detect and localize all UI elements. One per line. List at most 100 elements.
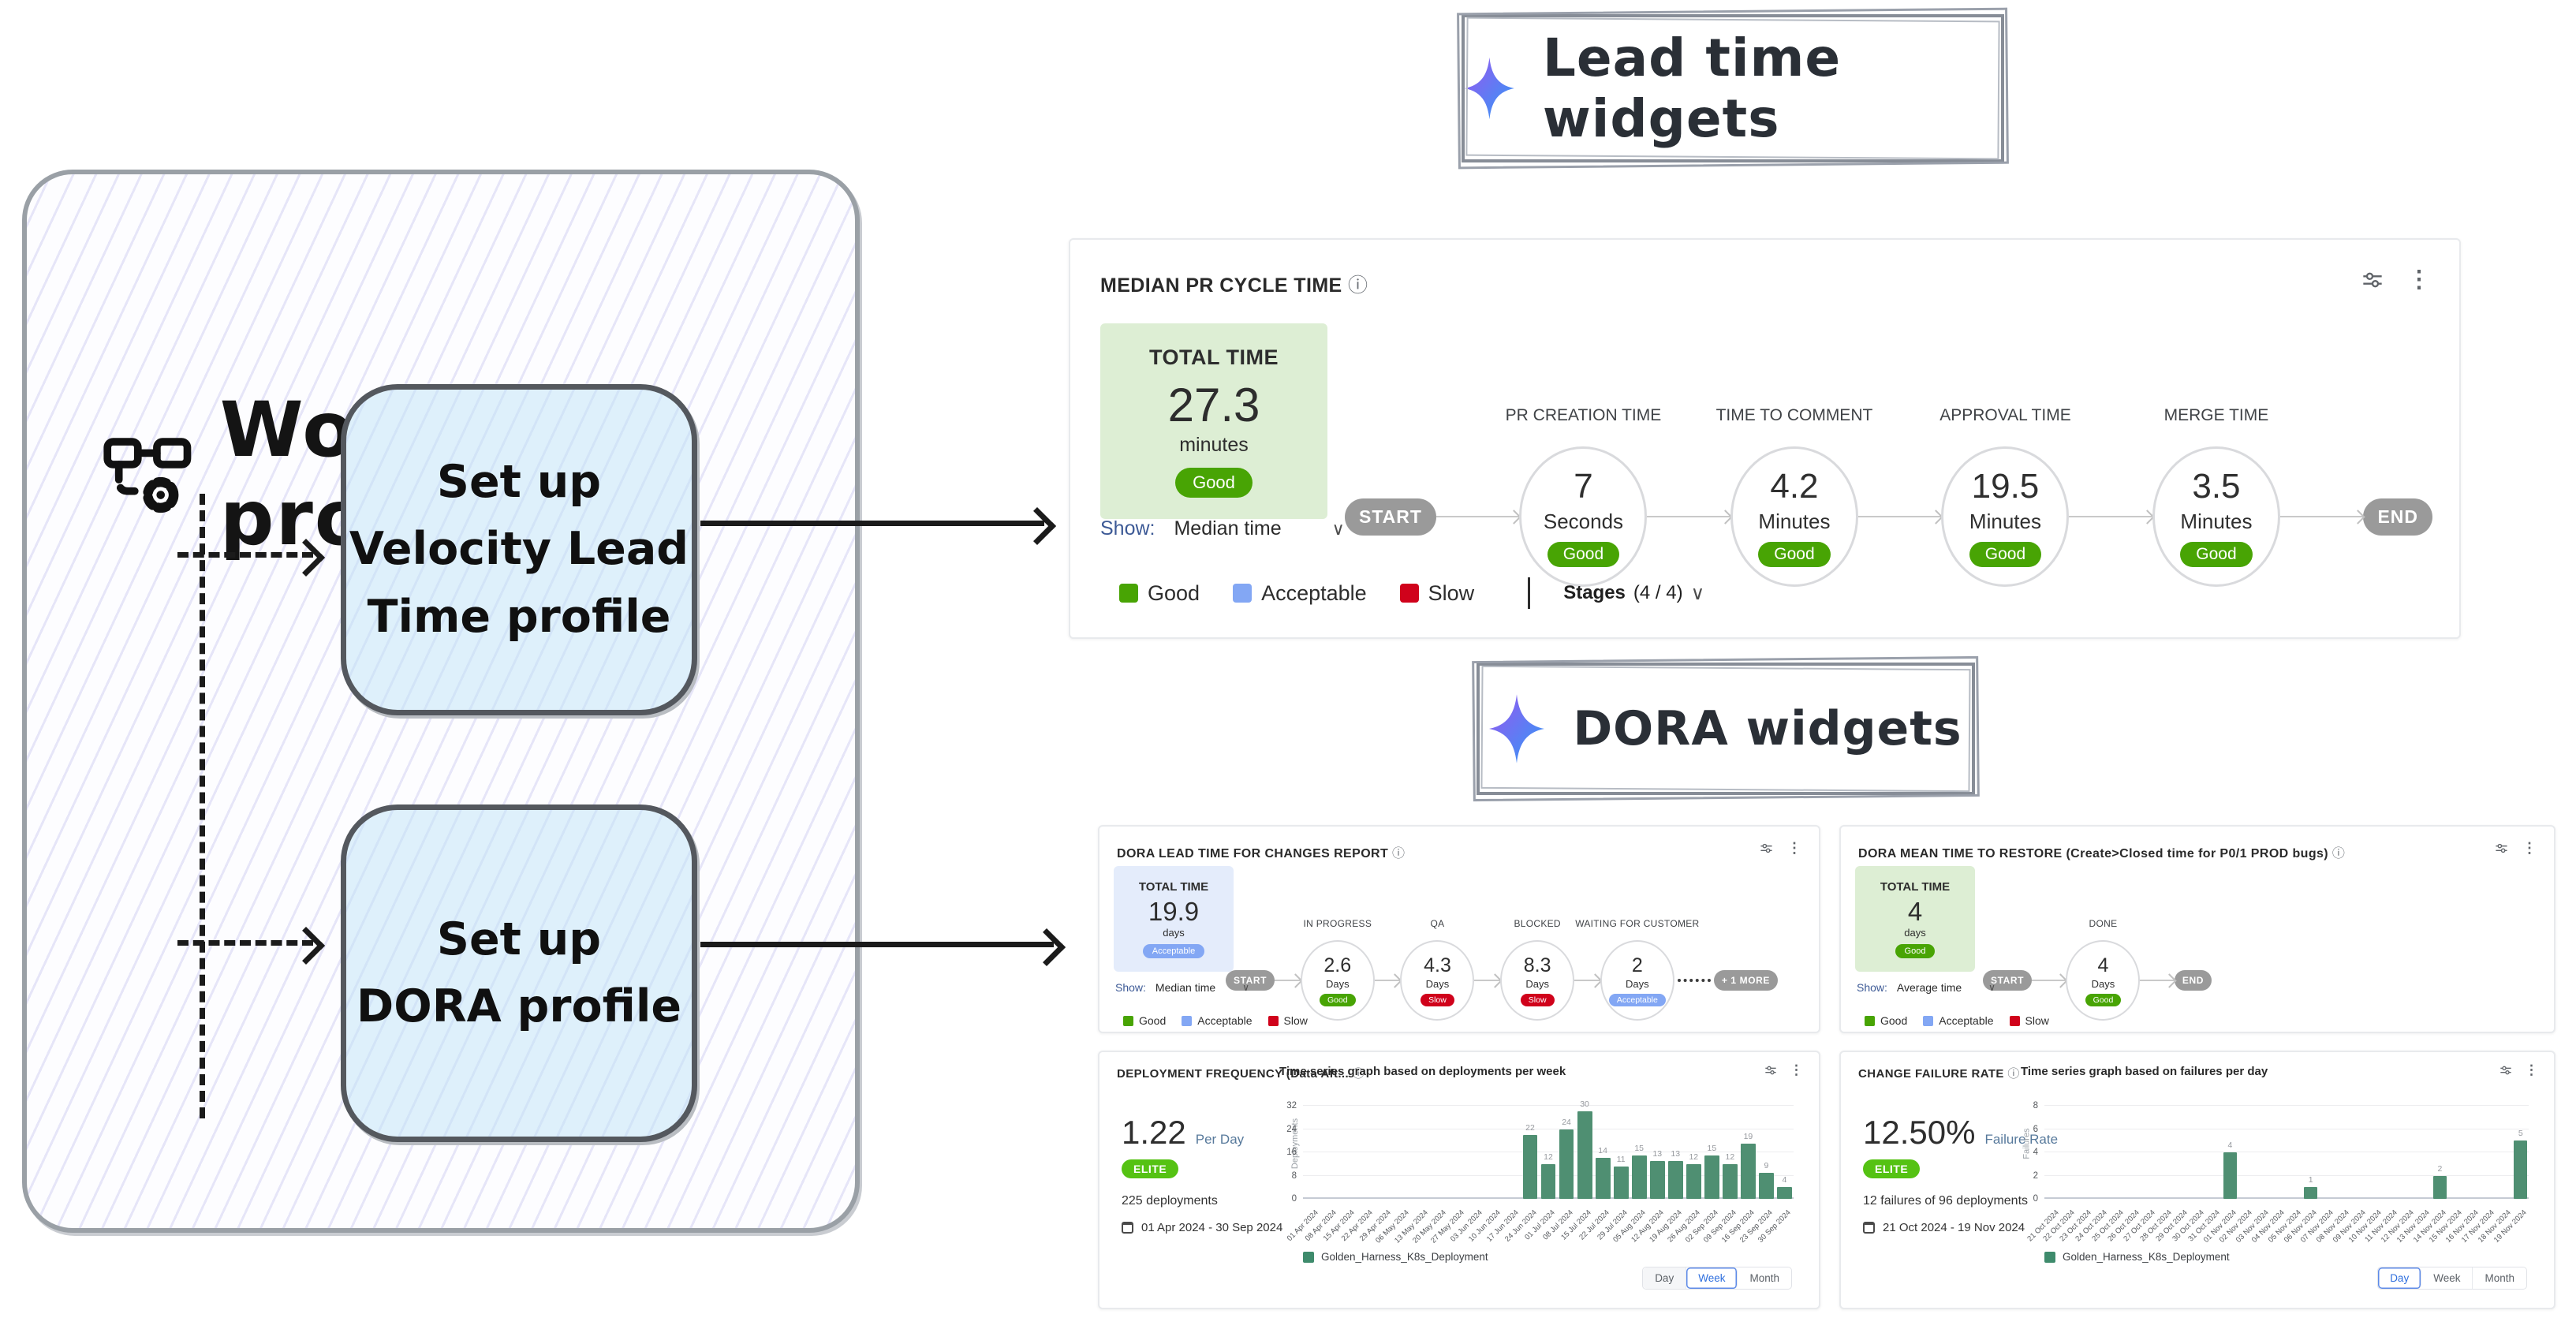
- widget-title: DORA MEAN TIME TO RESTORE (Create>Closed…: [1858, 847, 2346, 860]
- deployment-frequency-widget: DEPLOYMENT FREQUENCY (Data Aft... ⓘ Time…: [1098, 1051, 1820, 1309]
- toggle-day[interactable]: Day: [1643, 1267, 1687, 1289]
- legend: Good Acceptable Slow Stages (4 / 4) ∨: [1119, 577, 1704, 609]
- node-line: Time profile: [367, 590, 671, 643]
- granularity-toggle: Day Week Month: [2377, 1267, 2527, 1290]
- info-icon[interactable]: ⓘ: [1347, 274, 1368, 297]
- dashed-arrow-to-velocity: [177, 552, 313, 558]
- y-tick-label: 4: [2033, 1148, 2038, 1157]
- section-title: Lead time widgets: [1542, 28, 1842, 149]
- y-tick-label: 0: [1291, 1194, 1297, 1204]
- filter-sliders-icon[interactable]: [2495, 842, 2508, 855]
- legend-acceptable: Acceptable: [1233, 581, 1367, 606]
- dora-mttr-widget: DORA MEAN TIME TO RESTORE (Create>Closed…: [1839, 825, 2555, 1033]
- dora-lead-time-widget: DORA LEAD TIME FOR CHANGES REPORT ⓘ ⋮ TO…: [1098, 825, 1820, 1033]
- stage-done: DONE 4 Days Good: [2066, 918, 2141, 1021]
- status-badge: Good: [1319, 994, 1356, 1006]
- metric-suffix: Failure Rate: [1984, 1132, 2059, 1147]
- lead-time-widgets-frame: Lead time widgets: [1462, 14, 2004, 162]
- bar: [1613, 1167, 1629, 1199]
- info-icon[interactable]: ⓘ: [2331, 847, 2346, 860]
- stage-waiting-for-customer: WAITING FOR CUSTOMER 2 Days Acceptable: [1575, 918, 1699, 1021]
- info-icon[interactable]: ⓘ: [1392, 847, 1406, 860]
- legend-slow: Slow: [1399, 581, 1474, 606]
- info-icon[interactable]: ⓘ: [1352, 1067, 1365, 1081]
- gridline: [2044, 1105, 2529, 1106]
- dora-widgets-frame: DORA widgets: [1477, 663, 1975, 795]
- legend-swatch: [2044, 1251, 2055, 1263]
- median-pr-cycle-time-widget: MEDIAN PR CYCLE TIME ⓘ ⋮ TOTAL TIME 27.3…: [1069, 238, 2461, 639]
- y-tick-label: 24: [1286, 1124, 1297, 1134]
- toggle-month[interactable]: Month: [1738, 1267, 1791, 1289]
- bar-value-label: 15: [1634, 1143, 1645, 1153]
- section-title: DORA widgets: [1573, 701, 1962, 756]
- status-badge: Good: [1895, 943, 1936, 958]
- info-icon[interactable]: ⓘ: [2007, 1067, 2020, 1081]
- date-range: 21 Oct 2024 - 19 Nov 2024: [1863, 1221, 2025, 1234]
- bar: [1758, 1172, 1774, 1199]
- series-legend: Golden_Harness_K8s_Deployment: [2044, 1251, 2230, 1263]
- metric-value: 1.22: [1122, 1114, 1186, 1151]
- toggle-week[interactable]: Week: [1686, 1267, 1738, 1289]
- kebab-menu-icon[interactable]: ⋮: [2522, 840, 2537, 856]
- filter-sliders-icon[interactable]: [2499, 1064, 2512, 1077]
- bar: [1777, 1187, 1792, 1199]
- gridline: [2044, 1197, 2529, 1199]
- plot-area: 0 2 4 6 8 4 1 2 5: [2033, 1101, 2529, 1204]
- gridline: [1303, 1105, 1794, 1106]
- stage-flow: START IN PROGRESS 2.6 Days Good QA 4.3 D…: [1226, 918, 1779, 1021]
- bar-value-label: 2: [2437, 1163, 2443, 1174]
- divider: [1528, 577, 1531, 609]
- filter-sliders-icon[interactable]: [2361, 269, 2384, 291]
- metric: 1.22 Per Day: [1122, 1114, 1244, 1152]
- stages-selector[interactable]: Stages (4 / 4) ∨: [1563, 582, 1705, 604]
- y-tick-label: 8: [1291, 1170, 1297, 1181]
- show-selector[interactable]: Show: Median time ∨: [1100, 517, 1345, 539]
- kebab-menu-icon[interactable]: ⋮: [2407, 267, 2431, 293]
- node-line: Set up: [436, 455, 602, 508]
- total-time-box: TOTAL TIME 4 days Good: [1855, 866, 1975, 972]
- filter-sliders-icon[interactable]: [1760, 842, 1773, 855]
- kebab-menu-icon[interactable]: ⋮: [2525, 1062, 2538, 1077]
- bar: [2304, 1187, 2318, 1199]
- node-line: Set up: [436, 913, 602, 965]
- dashed-connector-vertical: [200, 494, 205, 1118]
- widget-title: MEDIAN PR CYCLE TIME ⓘ: [1100, 274, 1368, 297]
- bar-value-label: 13: [1671, 1149, 1681, 1159]
- show-selector[interactable]: Show: Average time ∨: [1857, 981, 1995, 994]
- bar: [1559, 1129, 1574, 1199]
- show-selector[interactable]: Show: Median time ∨: [1115, 981, 1249, 994]
- calendar-icon: [1863, 1222, 1875, 1234]
- plot-area: 0 8 16 24 32 22 12 24 30 14 11 15 13 13 12 15 12 19 9 4: [1286, 1099, 1794, 1204]
- total-time-label: TOTAL TIME: [1149, 345, 1279, 369]
- toggle-month[interactable]: Month: [2473, 1267, 2526, 1289]
- sparkle-icon: [1489, 692, 1544, 765]
- start-pill: START: [1983, 970, 2033, 991]
- y-tick-label: 2: [2033, 1170, 2038, 1181]
- start-pill: START: [1345, 498, 1436, 536]
- more-stages-pill[interactable]: + 1 MORE: [1713, 970, 1779, 991]
- kebab-menu-icon[interactable]: ⋮: [1790, 1062, 1803, 1077]
- kebab-menu-icon[interactable]: ⋮: [1787, 840, 1801, 856]
- total-time-box: TOTAL TIME 19.9 days Acceptable: [1114, 866, 1234, 972]
- metric: 12.50% Failure Rate: [1863, 1114, 2058, 1152]
- failure-count: 12 failures of 96 deployments: [1863, 1194, 2029, 1208]
- x-axis-labels: 21 Oct 2024 22 Oct 2024 23 Oct 2024 24 Oct …: [2025, 1204, 2529, 1252]
- end-pill: END: [2363, 498, 2433, 536]
- node-line: Velocity Lead: [349, 523, 689, 576]
- metric-value: 12.50%: [1863, 1114, 1976, 1151]
- stage-in-progress: IN PROGRESS 2.6 Days Good: [1300, 918, 1375, 1021]
- bar: [1631, 1155, 1647, 1199]
- end-pill: END: [2174, 970, 2212, 991]
- toggle-week[interactable]: Week: [2421, 1267, 2473, 1289]
- dashed-arrow-to-dora: [177, 940, 313, 946]
- bar: [2433, 1175, 2447, 1199]
- filter-sliders-icon[interactable]: [1764, 1064, 1777, 1077]
- bar-value-label: 9: [1764, 1160, 1769, 1170]
- status-badge: Good: [1175, 467, 1253, 498]
- y-tick-label: 0: [2033, 1194, 2038, 1204]
- bar: [1740, 1143, 1756, 1199]
- toggle-day[interactable]: Day: [2378, 1267, 2422, 1289]
- bar-value-label: 19: [1743, 1131, 1753, 1141]
- bar-value-label: 4: [2227, 1140, 2233, 1150]
